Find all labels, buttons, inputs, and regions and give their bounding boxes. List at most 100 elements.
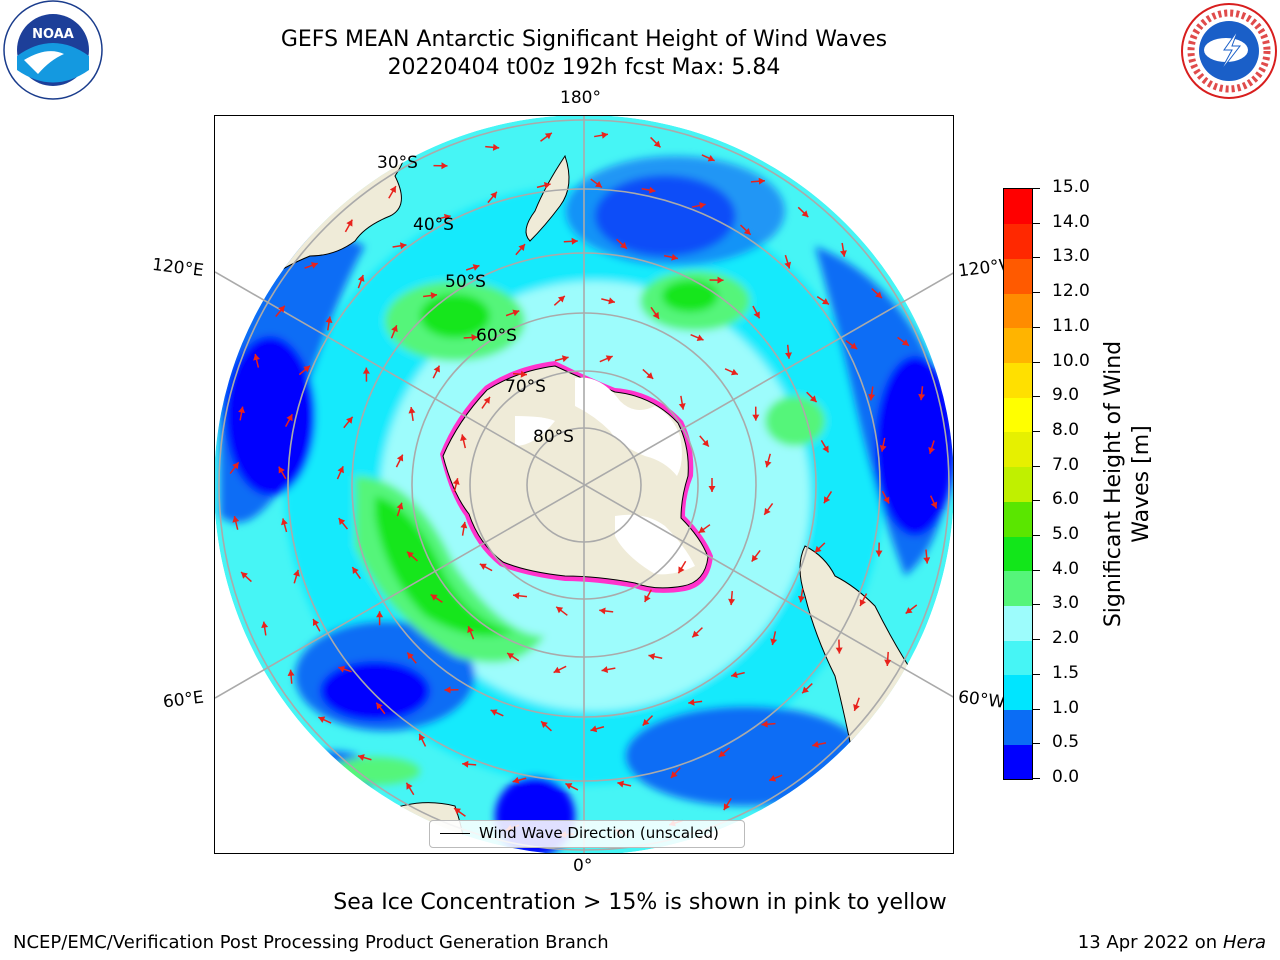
wave-arrow-head [346,416,353,424]
colorbar-segment [1004,223,1032,259]
wave-arrow-head [648,653,656,660]
wave-arrow-head [287,669,295,676]
colorbar-tick-label: 7.0 [1052,454,1080,475]
wave-arrow-head [543,182,551,189]
wave-arrow-head [513,592,520,600]
wave-arrow-head [396,454,404,462]
wave-arrow-head [512,776,520,784]
wave-arrow-head [312,619,320,626]
lat-label-60s: 60°S [476,326,517,346]
wave-arrow-head [520,370,527,378]
wave-arrow-head [928,447,935,454]
wave-arrow-head [389,186,396,194]
wave-arrow-head [875,550,883,557]
wave-arrow-head [879,445,887,452]
wave-arrow-head [901,339,909,346]
colorbar-tick-label: 15.0 [1052,177,1090,197]
colorbar-tick-label: 14.0 [1052,211,1090,232]
nws-logo-icon [1181,3,1277,99]
wave-arrow-head [822,445,829,453]
colorbar-tick [1033,673,1040,675]
wave-arrow-head [930,501,938,509]
wave-arrow-head [696,334,704,341]
wave-arrow-head [751,554,759,562]
wave-arrow-head [337,466,344,474]
wave-arrow-head [512,309,520,317]
footer-date: 13 Apr 2022 on Hera [1078,932,1266,953]
wave-arrow-head [352,567,359,575]
wave-arrow-head [617,780,625,788]
wave-arrow-head [357,275,365,282]
wave-arrow-head [814,545,822,553]
wave-arrow-head [241,572,248,579]
footer-date-text: 13 Apr 2022 on [1077,932,1223,953]
wave-arrow-head [884,659,892,666]
wave-arrow-head [702,439,709,447]
footer-host: Hera [1222,932,1266,953]
wave-arrow-head [644,595,651,603]
colorbar-segment [1004,327,1032,364]
wave-arrow-head [822,298,829,305]
colorbar-tick [1033,743,1040,745]
wave-arrow-head [708,486,716,492]
wave-arrow-head [688,698,695,706]
wave-arrow-head [253,353,260,361]
colorbar-tick [1033,778,1040,779]
wave-arrow-head [809,395,817,403]
colorbar-tick [1033,188,1040,189]
colorbar-tick [1033,222,1040,224]
colorbar-tick-label: 0.5 [1052,732,1080,753]
colorbar-tick [1033,396,1040,398]
wave-arrow-head [850,342,858,349]
wave-arrow-head [752,414,760,421]
wave-arrow-head [358,754,365,761]
wave-arrow-head [875,291,882,299]
wave-arrow-head [310,262,318,269]
wave-arrow-head [408,407,416,414]
wave-arrow-head [678,403,686,410]
wave-arrow-head [238,406,246,414]
wave-arrow-head [699,202,706,209]
wave-arrow-head [718,750,726,758]
colorbar-tick [1033,535,1040,537]
wave-arrow-head [281,518,288,526]
colorbar-tick [1033,292,1040,294]
wave-arrow-head [905,607,913,614]
wave-arrow-head [406,551,414,559]
colorbar-segment [1004,674,1032,711]
wave-arrow-head [653,140,661,148]
noaa-logo: NOAA [2,0,104,100]
colorbar-tick-label: 13.0 [1052,246,1090,267]
lon-label-0: 0° [573,856,593,876]
wave-arrow-head [753,311,760,319]
wave-arrow-head [544,132,552,140]
colorbar-tick-label: 2.0 [1052,628,1080,649]
colorbar-tick-label: 9.0 [1052,385,1080,406]
wave-arrow-head [758,177,765,185]
colorbar-tick-label: 1.0 [1052,697,1080,718]
wave-arrow-head [556,606,564,614]
colorbar-tick [1033,604,1040,606]
wave-arrow-head [608,297,615,305]
wave-arrow-head [303,365,311,373]
wave-arrow-head [430,594,438,601]
colorbar-tick-label: 5.0 [1052,524,1080,545]
svg-text:NOAA: NOAA [32,27,74,42]
wave-arrow-head [605,355,613,362]
colorbar-segment [1004,640,1032,676]
wave-arrow-head [490,191,497,199]
wave-arrow-head [730,368,738,376]
wave-arrow-head [859,599,866,607]
wave-arrow-head [692,630,700,638]
wave-arrow-head [325,316,333,323]
wave-arrow-head [769,774,777,782]
wave-arrow-head [452,478,460,485]
wave-arrow-head [812,741,819,748]
wave-arrow-head [620,242,627,249]
wave-arrow-head [923,557,931,564]
wave-arrow-head [338,665,346,673]
lat-label-50s: 50°S [445,272,486,292]
wave-arrow-head [518,244,525,251]
colorbar-tick-label: 1.5 [1052,662,1080,683]
colorbar-tick-label: 10.0 [1052,350,1090,371]
